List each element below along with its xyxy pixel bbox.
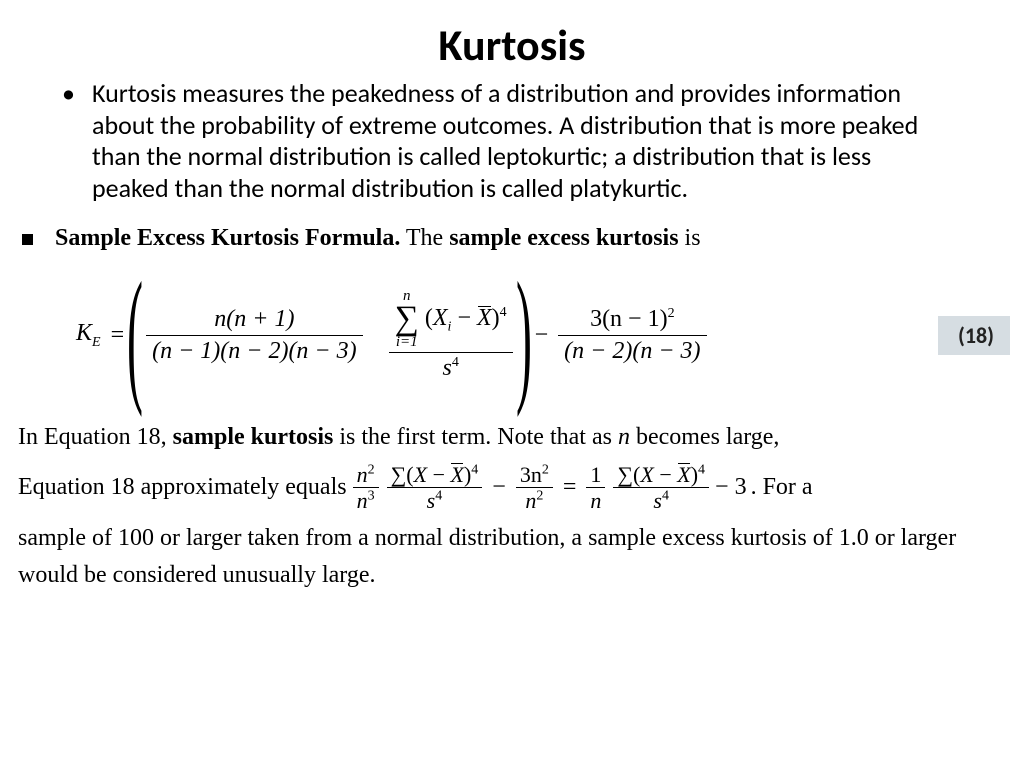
heading-plain-1: The xyxy=(400,225,449,251)
square-bullet-icon xyxy=(22,234,33,245)
corr-num-a: 3(n − 1) xyxy=(590,306,668,332)
minus-sign: − xyxy=(535,322,549,349)
heading-bold-1: Sample Excess Kurtosis Formula. xyxy=(55,225,400,251)
af1dp: 3 xyxy=(368,489,375,504)
af1np: 2 xyxy=(368,463,375,478)
intro-bullet: Kurtosis measures the peakedness of a di… xyxy=(0,78,1024,205)
af3np: 2 xyxy=(542,463,549,478)
formula-row: KE = ( n(n + 1) (n − 1)(n − 2)(n − 3) n … xyxy=(14,268,1010,403)
as2-xbar: X xyxy=(677,462,690,487)
approx-frac-2: ∑(X − X)4 s4 xyxy=(387,462,483,514)
as-open: ∑( xyxy=(391,462,414,487)
as2-min: − xyxy=(654,462,677,487)
sum-xbar: X xyxy=(477,305,492,332)
p2a: Equation 18 approximately equals xyxy=(18,469,347,506)
as2-open: ∑( xyxy=(617,462,640,487)
p1e: becomes large, xyxy=(630,424,780,450)
approx-minus-1: − xyxy=(488,469,510,506)
sum-pow: 4 xyxy=(500,305,507,320)
p2b: . For a xyxy=(751,469,813,506)
approx-minus3: − 3 xyxy=(715,469,747,506)
sum-open: ( xyxy=(425,305,433,331)
corr-den: (n − 2)(n − 3) xyxy=(558,336,706,367)
correction-fraction: 3(n − 1)2 (n − 2)(n − 3) xyxy=(558,304,706,367)
af3dp: 2 xyxy=(536,489,543,504)
s-base: s xyxy=(442,355,451,381)
equation-number-badge: (18) xyxy=(938,316,1010,355)
approx-eq: = xyxy=(559,469,581,506)
big-paren-close: ) xyxy=(516,268,532,403)
explanation-line-3: sample of 100 or larger taken from a nor… xyxy=(14,520,1010,594)
as-pow: 4 xyxy=(471,463,478,478)
sum-lower: i=1 xyxy=(396,335,418,350)
coef-num: n(n + 1) xyxy=(208,304,300,335)
kurtosis-formula: KE = ( n(n + 1) (n − 1)(n − 2)(n − 3) n … xyxy=(76,268,707,403)
as-x: X xyxy=(414,462,427,487)
af4d: n xyxy=(586,488,605,513)
heading-bold-2: sample excess kurtosis xyxy=(449,225,678,251)
approx-frac-1: n2 n3 xyxy=(353,462,379,514)
as-min: − xyxy=(427,462,450,487)
explanation-line-2: Equation 18 approximately equals n2 n3 ∑… xyxy=(14,462,1010,514)
p1c: is the first term. Note that as xyxy=(333,424,618,450)
sum-close: ) xyxy=(492,305,500,331)
af3n: 3n xyxy=(520,462,542,487)
approx-frac-5: ∑(X − X)4 s4 xyxy=(613,462,709,514)
as2-pow: 4 xyxy=(698,463,705,478)
section-heading: Sample Excess Kurtosis Formula. The samp… xyxy=(55,225,701,252)
sum-x: X xyxy=(433,305,448,331)
as2-sb: s xyxy=(653,488,662,513)
page-title: Kurtosis xyxy=(0,0,1024,78)
s-pow: 4 xyxy=(452,355,459,370)
approx-frac-3: 3n2 n2 xyxy=(516,462,553,514)
corr-num-pow: 2 xyxy=(668,306,675,321)
af4n: 1 xyxy=(586,462,605,487)
lhs-K: K xyxy=(76,320,92,346)
lhs-sub: E xyxy=(92,335,101,350)
as-sb: s xyxy=(427,488,436,513)
equals-sign: = xyxy=(111,322,125,349)
coef-den: (n − 1)(n − 2)(n − 3) xyxy=(146,336,363,367)
sigma-sum: n ∑ i=1 xyxy=(395,289,419,350)
sum-numerator: n ∑ i=1 (Xi − X)4 xyxy=(389,287,513,352)
big-paren-open: ( xyxy=(127,268,143,403)
p1d: n xyxy=(618,424,630,450)
as2-close: ) xyxy=(691,462,698,487)
sum-fraction: n ∑ i=1 (Xi − X)4 s4 xyxy=(389,287,513,384)
approx-frac-4: 1 n xyxy=(586,462,605,514)
as-xbar: X xyxy=(450,462,463,487)
af3d: n xyxy=(525,488,536,513)
af1n: n xyxy=(357,462,368,487)
as-sp: 4 xyxy=(435,489,442,504)
corr-num: 3(n − 1)2 xyxy=(584,304,681,335)
af1d: n xyxy=(357,488,368,513)
as2-sp: 4 xyxy=(662,489,669,504)
p1a: In Equation 18, xyxy=(18,424,173,450)
sum-denominator: s4 xyxy=(436,353,464,384)
heading-plain-2: is xyxy=(679,225,701,251)
p1b: sample kurtosis xyxy=(173,424,334,450)
as2-x: X xyxy=(640,462,653,487)
formula-section: Sample Excess Kurtosis Formula. The samp… xyxy=(0,205,1024,594)
section-heading-row: Sample Excess Kurtosis Formula. The samp… xyxy=(14,225,1010,252)
sum-minus: − xyxy=(451,305,477,331)
explanation-line-1: In Equation 18, sample kurtosis is the f… xyxy=(14,419,1010,456)
coef-fraction: n(n + 1) (n − 1)(n − 2)(n − 3) xyxy=(146,304,363,367)
